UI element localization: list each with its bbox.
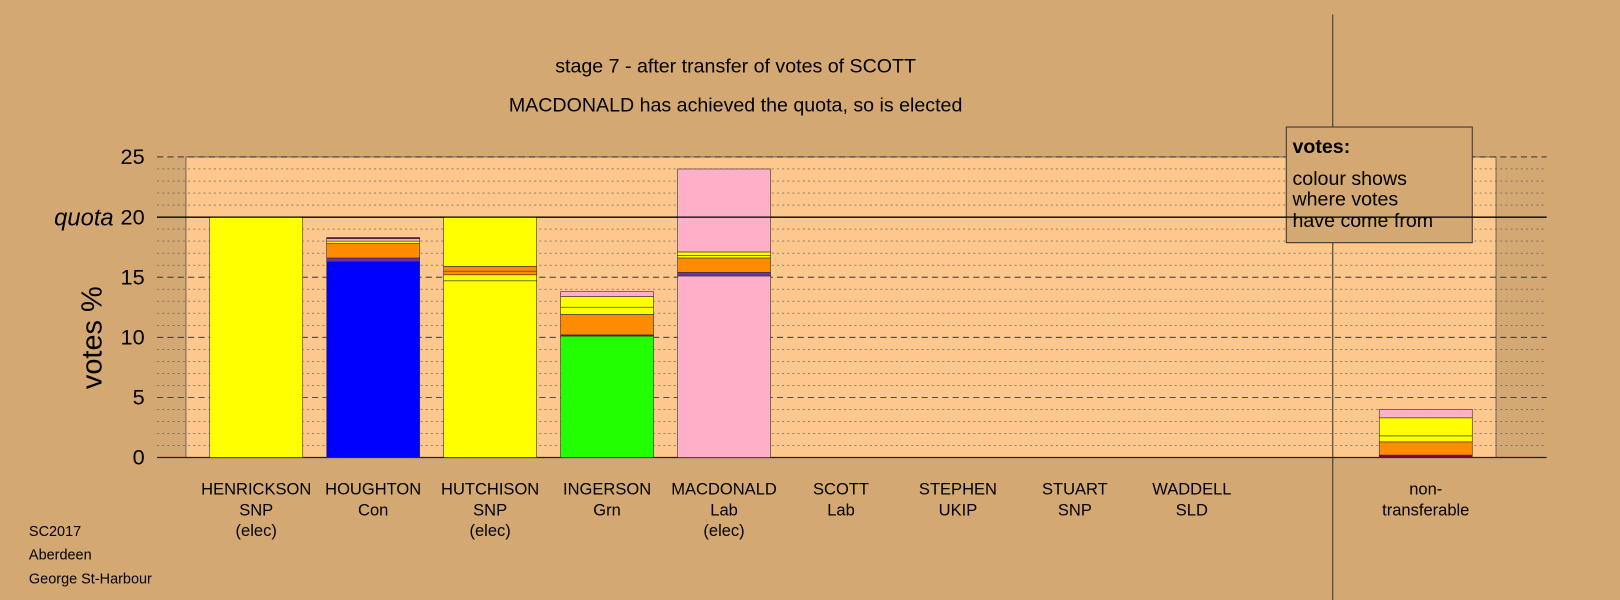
x-tick-label: (elec): [236, 521, 277, 540]
x-tick-label: STEPHEN: [919, 480, 997, 499]
bar-segment: [560, 296, 654, 308]
y-tick-label: 0: [133, 445, 145, 470]
x-tick-label: SNP: [473, 500, 507, 519]
y-tick-label: 20: [121, 204, 145, 229]
x-tick-label: SNP: [1058, 500, 1092, 519]
x-tick-label: HUTCHISON: [441, 480, 539, 499]
footer-text: Aberdeen: [29, 548, 92, 564]
bar-segment: [326, 261, 420, 458]
bar-segment: [560, 335, 654, 458]
bar-segment: [677, 272, 771, 277]
x-tick-label: non-: [1409, 480, 1442, 499]
y-tick-label: 15: [121, 264, 145, 289]
bar-segment: [443, 216, 537, 267]
bar-segment: [1378, 435, 1473, 443]
x-tick-label: INGERSON: [563, 480, 651, 499]
legend-text: where votes: [1291, 189, 1398, 211]
footer-text: SC2017: [29, 524, 81, 540]
bar-segment: [1378, 454, 1473, 458]
chart-subtitle: MACDONALD has achieved the quota, so is …: [509, 95, 963, 117]
bar-segment: [326, 257, 420, 262]
x-tick-label: SLD: [1176, 500, 1208, 519]
bar-segment: [560, 314, 654, 336]
x-tick-label: MACDONALD: [671, 480, 777, 499]
bar-segment: [677, 257, 771, 273]
bar-segment: [209, 216, 304, 458]
bar-segment: [443, 270, 537, 276]
bar-segment: [560, 291, 654, 297]
chart-title: stage 7 - after transfer of votes of SCO…: [555, 55, 916, 77]
x-tick-label: HOUGHTON: [325, 480, 421, 499]
x-tick-label: STUART: [1042, 480, 1108, 499]
bars: [209, 168, 1473, 458]
x-tick-label: SCOTT: [813, 480, 869, 499]
legend-text: colour shows: [1292, 168, 1407, 190]
legend-title: votes:: [1292, 136, 1350, 158]
footer-text: George St-Harbour: [29, 571, 152, 587]
bar-segment: [1378, 417, 1473, 437]
x-tick-label: Con: [358, 500, 388, 519]
y-tick-label: 10: [121, 325, 145, 350]
bar-segment: [326, 240, 420, 244]
legend-box: [1285, 126, 1473, 244]
quota-label: quota: [54, 204, 113, 231]
bar-segment: [560, 306, 654, 315]
bar-segment: [677, 251, 771, 256]
x-tick-label: Grn: [593, 500, 621, 519]
bar-segment: [326, 238, 420, 242]
x-tick-label: Lab: [827, 500, 855, 519]
bar-segment: [443, 266, 537, 272]
y-tick-label: 5: [133, 385, 145, 410]
x-tick-label: Lab: [710, 500, 738, 519]
legend-text: have come from: [1292, 210, 1433, 232]
bar-segment: [677, 255, 771, 259]
x-tick-label: UKIP: [939, 500, 978, 519]
x-tick-label: WADDELL: [1152, 480, 1231, 499]
x-tick-label: SNP: [239, 500, 273, 519]
bar-segment: [677, 168, 771, 253]
x-tick-label: transferable: [1382, 500, 1469, 519]
bar-segment: [443, 280, 537, 458]
bar-segment: [443, 274, 537, 282]
x-tick-label: HENRICKSON: [201, 480, 311, 499]
bar-segment: [1378, 441, 1473, 456]
bar-segment: [1378, 409, 1473, 419]
x-tick-label: (elec): [469, 521, 510, 540]
bar-segment: [677, 275, 771, 458]
y-axis-label: votes %: [76, 286, 108, 389]
y-tick-label: 25: [121, 144, 145, 169]
x-tick-label: (elec): [703, 521, 744, 540]
bar-segment: [326, 237, 420, 240]
bar-segment: [326, 243, 420, 259]
